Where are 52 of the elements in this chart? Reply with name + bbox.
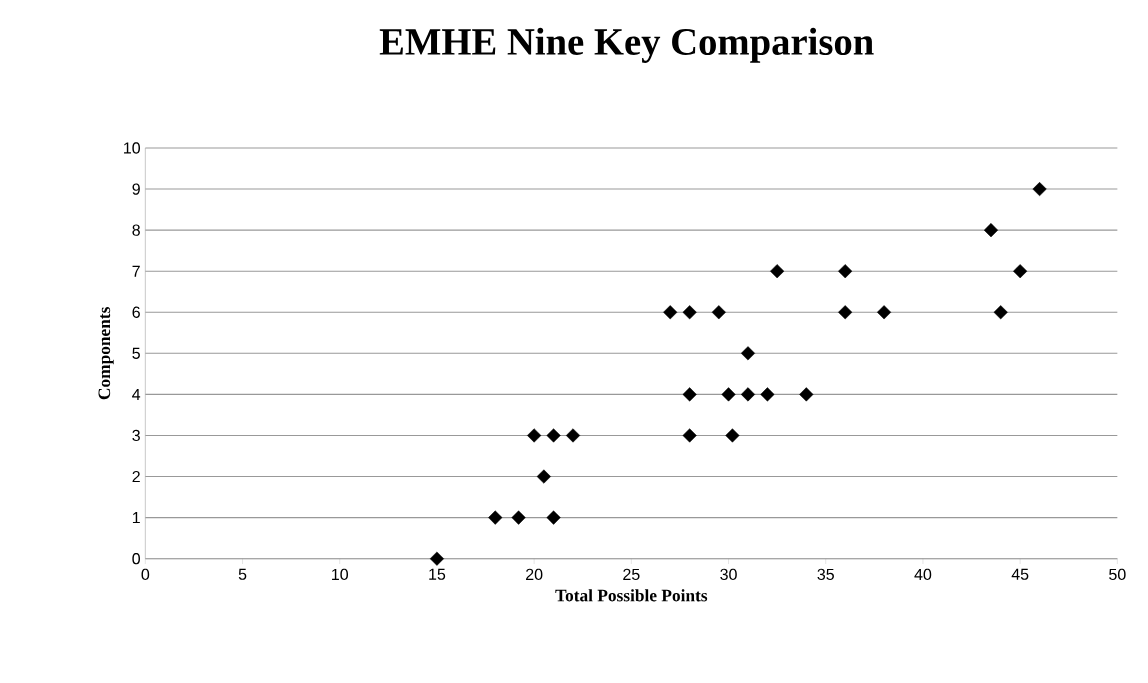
point — [993, 305, 1008, 320]
x-tick-label: 15 — [429, 568, 446, 581]
point — [1032, 182, 1047, 197]
y-tick-label: 0 — [132, 553, 141, 565]
x-tick-label: 40 — [914, 568, 932, 581]
point — [740, 346, 756, 361]
y-tick-label: 10 — [124, 142, 141, 154]
x-tick-label: 0 — [141, 568, 150, 581]
y-axis-title: Components — [98, 307, 114, 400]
point — [488, 510, 503, 525]
point — [682, 428, 697, 443]
x-tick-label: 50 — [1109, 568, 1126, 581]
y-tick-label: 3 — [132, 429, 140, 442]
x-axis-title: Total Possible Points — [555, 589, 708, 602]
point — [565, 428, 581, 443]
point — [511, 510, 526, 525]
y-tick-label: 9 — [132, 183, 140, 195]
y-tick-label: 5 — [132, 347, 140, 360]
point — [1013, 264, 1028, 279]
point — [546, 428, 561, 443]
x-tick-label: 45 — [1011, 568, 1029, 581]
x-tick-label: 25 — [623, 568, 640, 581]
y-tick-label: 4 — [132, 389, 141, 401]
point — [429, 551, 444, 566]
point — [740, 387, 756, 402]
y-tick-label: 1 — [132, 512, 140, 524]
x-tick-label: 30 — [720, 568, 737, 581]
x-tick-label: 5 — [238, 568, 247, 581]
point — [799, 387, 814, 402]
x-tick-label: 20 — [526, 568, 543, 581]
point — [838, 305, 853, 320]
y-tick-label: 7 — [132, 265, 140, 277]
point — [682, 387, 697, 402]
point — [527, 428, 542, 443]
point — [721, 387, 736, 402]
point — [983, 223, 999, 238]
point — [838, 264, 853, 279]
y-tick-label: 8 — [132, 224, 140, 236]
point — [725, 428, 740, 443]
y-tick-label: 6 — [132, 306, 140, 319]
point — [711, 305, 726, 320]
point — [877, 305, 892, 320]
point — [770, 264, 785, 279]
x-tick-label: 35 — [817, 568, 834, 581]
chart-title: EMHE Nine Key Comparison — [379, 27, 874, 64]
point — [663, 305, 678, 320]
point — [682, 305, 697, 320]
y-tick-label: 2 — [132, 471, 140, 483]
x-tick-label: 10 — [332, 568, 349, 581]
point — [536, 469, 551, 484]
point — [546, 510, 561, 525]
point — [760, 387, 775, 402]
